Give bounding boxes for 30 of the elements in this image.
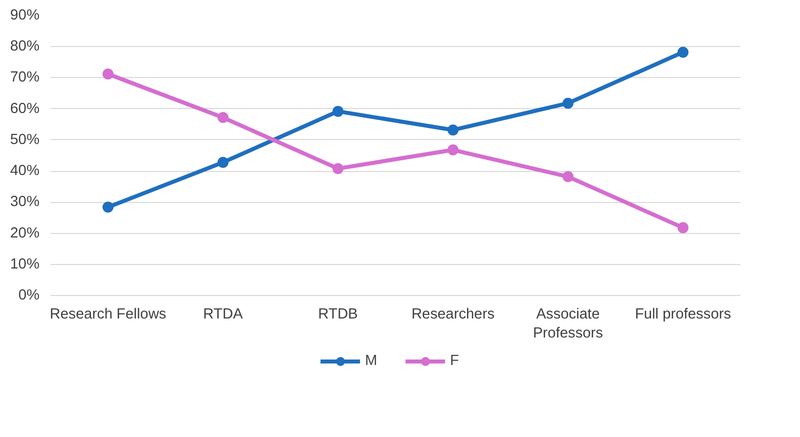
point	[218, 112, 228, 124]
point	[448, 124, 458, 136]
point	[218, 156, 228, 168]
point	[678, 222, 688, 234]
point	[102, 202, 114, 213]
y-tick-label: 90%	[10, 8, 40, 24]
x-tick-label: Associate Professors	[532, 306, 604, 342]
legend-label: M	[365, 353, 378, 369]
point	[562, 171, 574, 182]
point	[448, 144, 458, 156]
y-tick-label: 20%	[10, 225, 40, 242]
y-tick-label: 30%	[10, 194, 40, 210]
x-tick-label: Research Fellows	[50, 306, 166, 322]
y-tick-label: 80%	[10, 38, 40, 55]
x-tick-label: RTDA	[203, 306, 244, 322]
x-tick-label: Full professors	[634, 306, 732, 322]
y-tick-label: 70%	[10, 70, 40, 86]
y-tick-label: 50%	[10, 132, 40, 148]
legend-label: F	[450, 353, 460, 369]
y-tick-label: 0%	[18, 288, 40, 304]
point	[332, 106, 344, 117]
point	[678, 46, 688, 58]
y-tick-label: 10%	[10, 256, 40, 272]
y-tick-label: 40%	[10, 163, 40, 180]
x-tick-label: Researchers	[411, 306, 495, 322]
point	[332, 163, 344, 174]
point	[562, 98, 574, 109]
x-tick-label: RTDB	[318, 306, 358, 322]
y-tick-label: 60%	[10, 100, 40, 117]
point	[102, 68, 114, 80]
